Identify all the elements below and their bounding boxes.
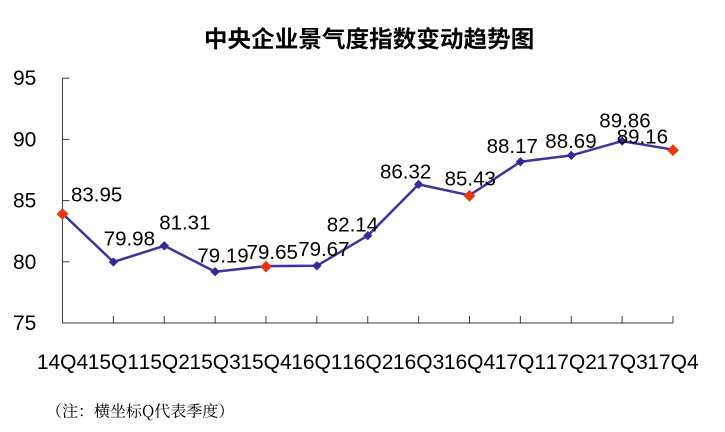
- svg-text:79.19: 79.19: [197, 245, 248, 268]
- svg-text:17Q1: 17Q1: [495, 351, 546, 374]
- svg-text:16Q3: 16Q3: [393, 351, 444, 374]
- svg-text:15Q3: 15Q3: [189, 351, 240, 374]
- svg-text:17Q2: 17Q2: [546, 351, 597, 374]
- svg-text:15Q4: 15Q4: [240, 351, 292, 374]
- svg-text:83.95: 83.95: [71, 183, 122, 206]
- svg-text:81.31: 81.31: [159, 212, 210, 235]
- svg-text:17Q4: 17Q4: [647, 351, 699, 374]
- svg-text:79.98: 79.98: [104, 228, 155, 251]
- svg-text:16Q1: 16Q1: [291, 351, 342, 374]
- svg-text:82.14: 82.14: [327, 214, 378, 237]
- svg-text:86.32: 86.32: [380, 160, 431, 183]
- svg-text:85.43: 85.43: [445, 168, 496, 191]
- svg-text:75: 75: [13, 312, 36, 335]
- svg-text:15Q2: 15Q2: [139, 351, 190, 374]
- svg-text:79.67: 79.67: [298, 238, 349, 261]
- svg-text:15Q1: 15Q1: [88, 351, 139, 374]
- svg-text:85: 85: [13, 190, 36, 213]
- svg-text:16Q2: 16Q2: [342, 351, 393, 374]
- svg-text:89.86: 89.86: [599, 110, 650, 133]
- svg-text:88.17: 88.17: [487, 135, 538, 158]
- svg-text:95: 95: [13, 67, 36, 90]
- svg-text:16Q4: 16Q4: [444, 351, 496, 374]
- svg-text:17Q3: 17Q3: [596, 351, 647, 374]
- svg-text:88.69: 88.69: [545, 130, 596, 153]
- svg-text:90: 90: [13, 128, 36, 151]
- svg-text:89.16: 89.16: [617, 125, 668, 148]
- svg-text:80: 80: [13, 251, 36, 274]
- svg-text:14Q4: 14Q4: [37, 351, 89, 374]
- svg-text:79.65: 79.65: [247, 241, 298, 264]
